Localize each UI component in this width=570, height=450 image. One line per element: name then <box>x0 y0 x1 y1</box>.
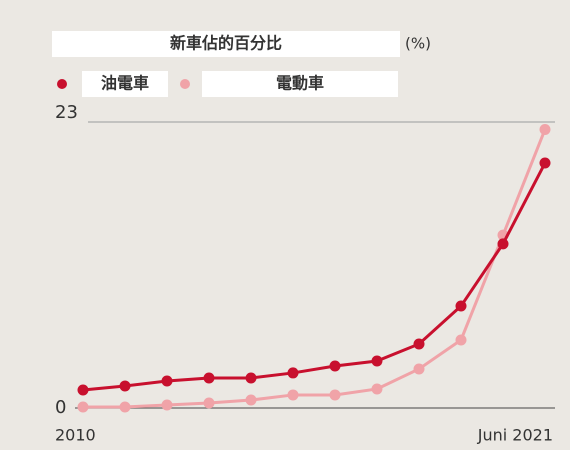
point <box>287 367 299 379</box>
point <box>287 389 299 401</box>
point <box>371 383 383 395</box>
point <box>413 363 425 375</box>
point <box>161 399 173 411</box>
point <box>455 334 467 346</box>
point <box>119 380 131 392</box>
point <box>245 394 257 406</box>
x-tick-label: 2010 <box>55 426 96 445</box>
legend-marker <box>57 79 67 89</box>
point <box>203 372 215 384</box>
x-tick-label: Juni 2021 <box>477 426 553 445</box>
point <box>539 157 551 169</box>
chart-title: 新車佔的百分比 <box>170 34 282 53</box>
point <box>371 355 383 367</box>
series-line <box>83 128 547 409</box>
point <box>329 360 341 372</box>
point <box>119 401 131 413</box>
series-line <box>82 162 547 392</box>
point <box>413 338 425 350</box>
y-tick-label: 0 <box>55 397 66 418</box>
point <box>203 397 215 409</box>
y-tick-label: 23 <box>55 102 78 123</box>
legend-box <box>82 71 168 97</box>
legend-box <box>202 71 398 97</box>
point <box>77 401 89 413</box>
point <box>497 238 509 250</box>
point <box>329 389 341 401</box>
title-box <box>52 31 400 57</box>
unit-label: (%) <box>405 35 431 53</box>
legend-label: 油電車 <box>101 74 149 93</box>
point <box>455 300 467 312</box>
legend-label: 電動車 <box>276 74 324 93</box>
legend-marker <box>180 79 190 89</box>
point <box>77 384 89 396</box>
point <box>539 123 551 135</box>
point <box>245 372 257 384</box>
point <box>161 375 173 387</box>
